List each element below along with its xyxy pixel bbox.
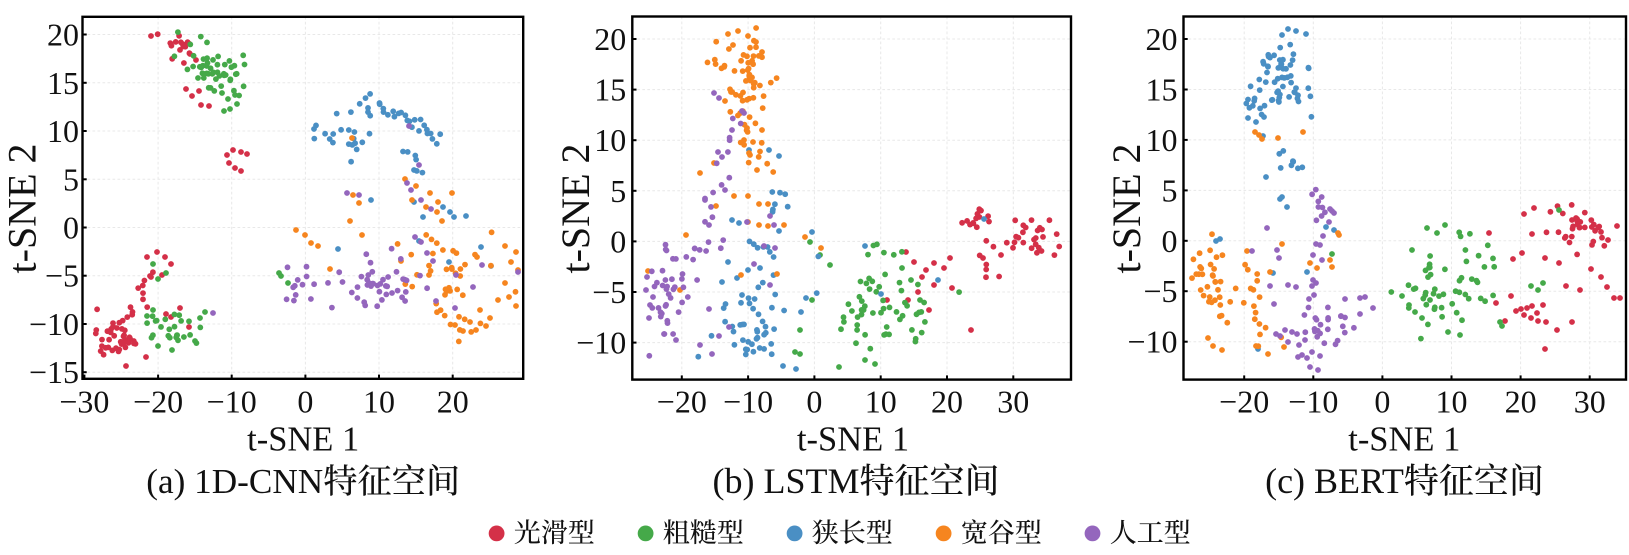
- svg-text:0: 0: [1374, 384, 1390, 420]
- svg-text:20: 20: [437, 384, 469, 420]
- svg-text:10: 10: [594, 122, 626, 158]
- svg-text:t-SNE 2: t-SNE 2: [0, 144, 44, 274]
- svg-text:20: 20: [594, 21, 626, 57]
- svg-text:−10: −10: [723, 384, 773, 420]
- svg-text:t-SNE 1: t-SNE 1: [1348, 421, 1460, 459]
- svg-text:−5: −5: [1143, 273, 1177, 309]
- svg-text:5: 5: [63, 161, 79, 197]
- svg-text:(b) LSTM: (b) LSTM: [713, 461, 860, 501]
- svg-text:−5: −5: [592, 274, 626, 310]
- svg-text:5: 5: [1162, 172, 1178, 208]
- svg-text:0: 0: [610, 223, 626, 259]
- svg-text:20: 20: [47, 17, 79, 53]
- svg-text:10: 10: [865, 384, 897, 420]
- svg-text:−15: −15: [29, 354, 79, 390]
- svg-text:−20: −20: [657, 384, 707, 420]
- svg-text:10: 10: [1436, 384, 1468, 420]
- svg-text:15: 15: [594, 72, 626, 108]
- svg-text:15: 15: [1146, 72, 1178, 108]
- svg-text:5: 5: [610, 173, 626, 209]
- svg-text:(a) 1D-CNN: (a) 1D-CNN: [146, 462, 323, 501]
- svg-text:−10: −10: [1288, 384, 1338, 420]
- svg-text:15: 15: [47, 65, 79, 101]
- svg-text:30: 30: [1574, 384, 1606, 420]
- svg-text:−10: −10: [207, 384, 257, 420]
- svg-text:−5: −5: [45, 258, 79, 294]
- svg-text:t-SNE 1: t-SNE 1: [797, 421, 909, 459]
- svg-text:t-SNE 2: t-SNE 2: [553, 144, 598, 274]
- svg-text:10: 10: [47, 113, 79, 149]
- svg-text:10: 10: [363, 384, 395, 420]
- svg-text:0: 0: [63, 210, 79, 246]
- svg-text:−10: −10: [29, 306, 79, 342]
- svg-text:−20: −20: [1219, 384, 1269, 420]
- svg-text:t-SNE 2: t-SNE 2: [1104, 144, 1149, 274]
- svg-text:−10: −10: [576, 325, 626, 361]
- svg-text:10: 10: [1146, 122, 1178, 158]
- svg-text:(c) BERT: (c) BERT: [1265, 461, 1404, 501]
- svg-text:0: 0: [1162, 223, 1178, 259]
- svg-text:20: 20: [1505, 384, 1537, 420]
- svg-text:20: 20: [1146, 21, 1178, 57]
- svg-text:−10: −10: [1127, 324, 1177, 360]
- svg-text:0: 0: [297, 384, 313, 420]
- svg-text:−20: −20: [133, 384, 183, 420]
- svg-text:30: 30: [997, 384, 1029, 420]
- svg-text:t-SNE 1: t-SNE 1: [247, 421, 359, 459]
- svg-text:0: 0: [806, 384, 822, 420]
- svg-text:20: 20: [931, 384, 963, 420]
- svg-text:−30: −30: [59, 384, 109, 420]
